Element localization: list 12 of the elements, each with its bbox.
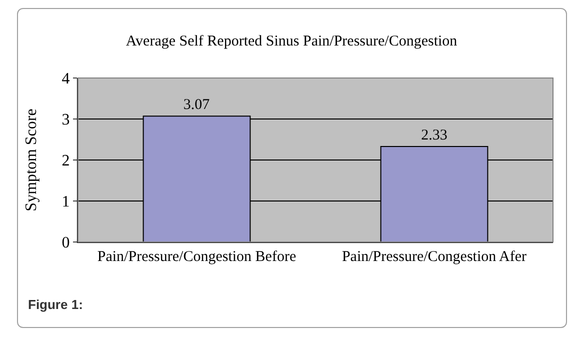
y-tick-label: 1: [62, 194, 70, 211]
y-tick-label: 0: [62, 234, 70, 252]
chart-title: Average Self Reported Sinus Pain/Pressure/Congestion: [126, 33, 458, 50]
caption: Figure 1:: [28, 297, 83, 312]
y-tick-label: 3: [62, 112, 70, 129]
x-tick-label: Pain/Pressure/Congestion Afer: [342, 249, 527, 265]
data-label: 3.07: [183, 97, 210, 114]
x-tick-label: Pain/Pressure/Congestion Before: [97, 249, 296, 265]
data-label: 2.33: [421, 127, 448, 144]
y-tick-label: 2: [62, 152, 70, 170]
y-tick-label: 4: [62, 70, 70, 88]
y-axis-title: Symptom Score: [23, 108, 40, 212]
